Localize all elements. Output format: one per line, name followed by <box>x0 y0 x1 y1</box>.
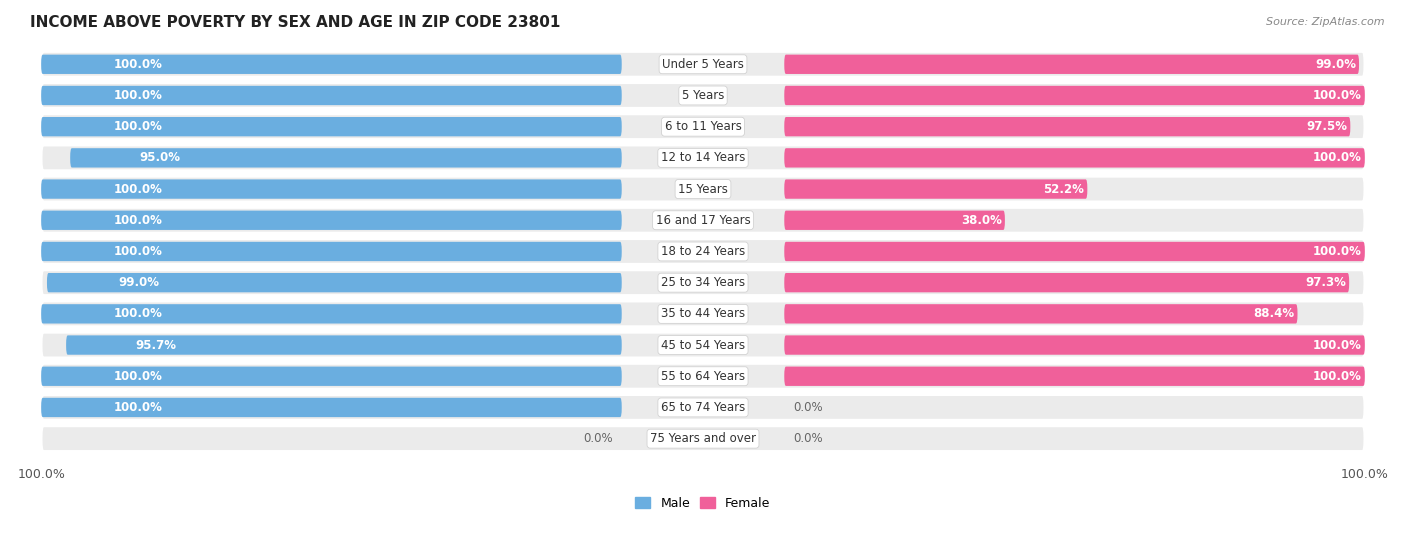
FancyBboxPatch shape <box>41 367 621 386</box>
Text: 100.0%: 100.0% <box>1313 339 1362 352</box>
FancyBboxPatch shape <box>41 242 621 261</box>
Text: 88.4%: 88.4% <box>1254 307 1295 320</box>
FancyBboxPatch shape <box>785 148 1365 168</box>
FancyBboxPatch shape <box>41 363 1365 389</box>
Text: Under 5 Years: Under 5 Years <box>662 58 744 71</box>
FancyBboxPatch shape <box>41 176 1365 202</box>
FancyBboxPatch shape <box>785 304 1298 324</box>
Text: 99.0%: 99.0% <box>120 276 160 289</box>
Text: INCOME ABOVE POVERTY BY SEX AND AGE IN ZIP CODE 23801: INCOME ABOVE POVERTY BY SEX AND AGE IN Z… <box>30 15 560 30</box>
Text: 6 to 11 Years: 6 to 11 Years <box>665 120 741 133</box>
Text: 0.0%: 0.0% <box>583 432 613 445</box>
Text: 100.0%: 100.0% <box>114 369 163 383</box>
FancyBboxPatch shape <box>785 86 1365 105</box>
Text: 18 to 24 Years: 18 to 24 Years <box>661 245 745 258</box>
Text: 5 Years: 5 Years <box>682 89 724 102</box>
FancyBboxPatch shape <box>785 179 1087 199</box>
Text: 45 to 54 Years: 45 to 54 Years <box>661 339 745 352</box>
Text: 12 to 14 Years: 12 to 14 Years <box>661 151 745 164</box>
Text: 0.0%: 0.0% <box>793 432 823 445</box>
FancyBboxPatch shape <box>41 179 621 199</box>
FancyBboxPatch shape <box>41 395 1365 420</box>
FancyBboxPatch shape <box>41 114 1365 139</box>
Text: 100.0%: 100.0% <box>114 120 163 133</box>
FancyBboxPatch shape <box>41 117 621 136</box>
FancyBboxPatch shape <box>785 273 1350 292</box>
Text: 95.0%: 95.0% <box>139 151 180 164</box>
FancyBboxPatch shape <box>41 207 1365 233</box>
Text: 100.0%: 100.0% <box>1313 369 1362 383</box>
FancyBboxPatch shape <box>41 211 621 230</box>
Text: 16 and 17 Years: 16 and 17 Years <box>655 214 751 227</box>
Legend: Male, Female: Male, Female <box>630 492 776 515</box>
Text: 100.0%: 100.0% <box>114 214 163 227</box>
Text: 100.0%: 100.0% <box>114 401 163 414</box>
FancyBboxPatch shape <box>41 332 1365 358</box>
Text: 100.0%: 100.0% <box>1313 245 1362 258</box>
Text: 100.0%: 100.0% <box>114 307 163 320</box>
Text: 100.0%: 100.0% <box>114 89 163 102</box>
Text: 35 to 44 Years: 35 to 44 Years <box>661 307 745 320</box>
Text: 15 Years: 15 Years <box>678 183 728 196</box>
Text: 100.0%: 100.0% <box>114 245 163 258</box>
Text: 97.3%: 97.3% <box>1305 276 1347 289</box>
FancyBboxPatch shape <box>41 426 1365 452</box>
Text: 95.7%: 95.7% <box>136 339 177 352</box>
Text: 38.0%: 38.0% <box>962 214 1002 227</box>
FancyBboxPatch shape <box>785 117 1350 136</box>
FancyBboxPatch shape <box>785 55 1360 74</box>
Text: 100.0%: 100.0% <box>1313 89 1362 102</box>
FancyBboxPatch shape <box>785 367 1365 386</box>
FancyBboxPatch shape <box>41 83 1365 108</box>
FancyBboxPatch shape <box>41 86 621 105</box>
FancyBboxPatch shape <box>41 145 1365 170</box>
Text: 52.2%: 52.2% <box>1043 183 1084 196</box>
FancyBboxPatch shape <box>66 335 621 355</box>
FancyBboxPatch shape <box>785 211 1005 230</box>
FancyBboxPatch shape <box>41 301 1365 326</box>
FancyBboxPatch shape <box>41 51 1365 77</box>
FancyBboxPatch shape <box>46 273 621 292</box>
FancyBboxPatch shape <box>785 335 1365 355</box>
Text: 100.0%: 100.0% <box>114 58 163 71</box>
FancyBboxPatch shape <box>41 55 621 74</box>
Text: Source: ZipAtlas.com: Source: ZipAtlas.com <box>1267 17 1385 27</box>
FancyBboxPatch shape <box>41 398 621 417</box>
FancyBboxPatch shape <box>41 270 1365 296</box>
Text: 55 to 64 Years: 55 to 64 Years <box>661 369 745 383</box>
Text: 0.0%: 0.0% <box>793 401 823 414</box>
Text: 65 to 74 Years: 65 to 74 Years <box>661 401 745 414</box>
FancyBboxPatch shape <box>41 304 621 324</box>
Text: 25 to 34 Years: 25 to 34 Years <box>661 276 745 289</box>
Text: 75 Years and over: 75 Years and over <box>650 432 756 445</box>
FancyBboxPatch shape <box>70 148 621 168</box>
Text: 100.0%: 100.0% <box>1313 151 1362 164</box>
Text: 97.5%: 97.5% <box>1306 120 1347 133</box>
FancyBboxPatch shape <box>785 242 1365 261</box>
FancyBboxPatch shape <box>41 239 1365 264</box>
Text: 100.0%: 100.0% <box>114 183 163 196</box>
Text: 99.0%: 99.0% <box>1315 58 1357 71</box>
